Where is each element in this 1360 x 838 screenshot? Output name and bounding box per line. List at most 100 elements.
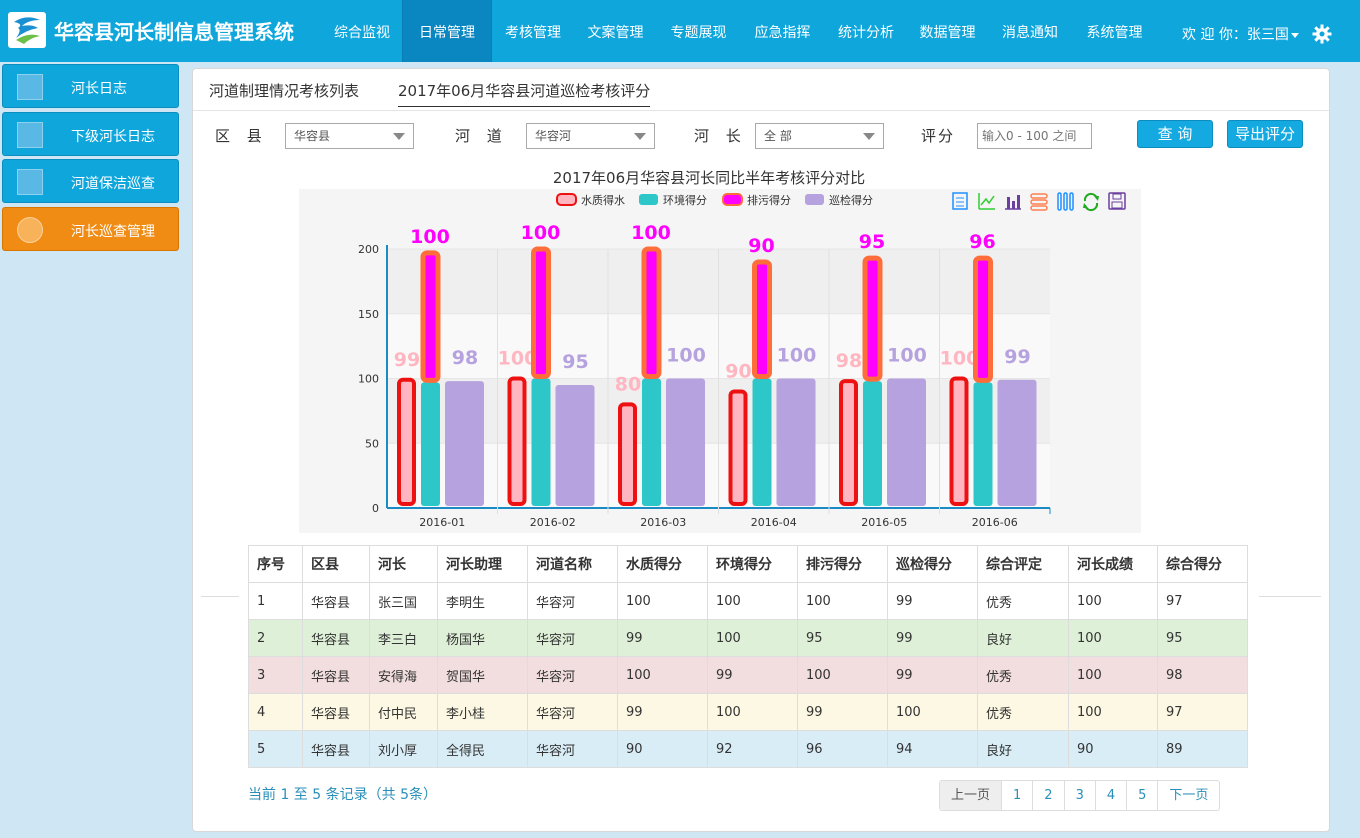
score-input[interactable] <box>977 123 1092 149</box>
nav-item-statistics[interactable]: 统计分析 <box>838 25 894 41</box>
top-bar: 华容县河长制信息管理系统 综合监视 日常管理 考核管理 文案管理 专题展现 应急… <box>0 0 1360 62</box>
legend-swatch <box>639 194 658 205</box>
page-number-button[interactable]: 1 <box>1002 781 1034 810</box>
data-label-pollution: 95 <box>859 231 885 253</box>
user-menu[interactable]: 欢 迎 你：张三国 <box>1182 24 1299 44</box>
page-number-button[interactable]: 5 <box>1127 781 1159 810</box>
table-cell: 付中民 <box>369 693 438 731</box>
x-tick-label: 2016-02 <box>530 516 576 529</box>
bar-patrol <box>666 378 705 506</box>
table-cell: 100 <box>1068 693 1158 731</box>
restore-icon[interactable] <box>1083 192 1099 212</box>
column-header: 区县 <box>302 545 370 583</box>
table-cell: 100 <box>887 693 978 731</box>
y-tick-label: 100 <box>358 373 379 386</box>
column-header: 河长 <box>369 545 438 583</box>
nav-item-system[interactable]: 系统管理 <box>1086 25 1143 41</box>
data-label-pollution: 100 <box>521 222 561 244</box>
nav-item-messages[interactable]: 消息通知 <box>1002 25 1058 41</box>
sidebar-item-sub-chief-log[interactable]: 下级河长日志 <box>2 112 179 156</box>
nav-item-monitor[interactable]: 综合监视 <box>334 25 390 41</box>
query-button[interactable]: 查 询 <box>1137 120 1213 148</box>
prev-page-button[interactable]: 上一页 <box>940 781 1003 810</box>
next-page-button[interactable]: 下一页 <box>1169 788 1209 803</box>
y-tick-label: 200 <box>358 243 379 256</box>
table-cell: 杨国华 <box>437 619 528 657</box>
table-row[interactable]: 3 华容县 安得海 贺国华 华容河 100 99 100 99 优秀 100 98 <box>248 656 1248 694</box>
table-cell: 95 <box>1157 619 1248 657</box>
table-row[interactable]: 2 华容县 李三白 杨国华 华容河 99 100 95 99 良好 100 95 <box>248 619 1248 657</box>
score-table: 序号 区县 河长 河长助理 河道名称 水质得分 环境得分 排污得分 巡检得分 综合评定 河长成绩 综合… <box>248 545 1248 768</box>
sidebar-item-patrol-management[interactable]: 河长巡查管理 <box>2 207 179 251</box>
bar-environment <box>531 378 551 506</box>
nav-item-data[interactable]: 数据管理 <box>919 25 976 41</box>
table-cell: 4 <box>248 693 303 731</box>
table-cell: 华容河 <box>527 619 618 657</box>
column-header: 巡检得分 <box>887 545 978 583</box>
data-label-water-quality: 100 <box>940 348 980 370</box>
nav-item-daily[interactable]: 日常管理 <box>402 0 492 62</box>
chief-select[interactable]: 全 部 <box>755 123 884 149</box>
table-cell: 华容河 <box>527 582 618 620</box>
table-cell: 优秀 <box>977 693 1069 731</box>
table-cell: 华容河 <box>527 693 618 731</box>
nav-item-documents[interactable]: 文案管理 <box>587 25 644 41</box>
table-cell: 99 <box>617 619 708 657</box>
table-cell: 100 <box>617 656 708 694</box>
bar-environment <box>973 382 993 506</box>
county-select[interactable]: 华容县 <box>285 123 414 149</box>
tiled-icon[interactable] <box>1057 192 1074 211</box>
tab-assessment-list[interactable]: 河道制理情况考核列表 <box>209 82 360 100</box>
page-number-button[interactable]: 2 <box>1033 781 1065 810</box>
nav-item-topics[interactable]: 专题展现 <box>670 25 727 41</box>
export-score-button[interactable]: 导出评分 <box>1227 120 1303 148</box>
table-cell: 李明生 <box>437 582 528 620</box>
page-number-button[interactable]: 3 <box>1065 781 1096 810</box>
tab-bar: 河道制理情况考核列表 2017年06月华容县河道巡检考核评分 <box>193 69 1329 111</box>
x-tick-label: 2016-06 <box>972 516 1018 529</box>
river-value: 华容河 <box>535 129 572 143</box>
main-panel: 河道制理情况考核列表 2017年06月华容县河道巡检考核评分 区 县 华容县 河… <box>192 68 1330 832</box>
table-row[interactable]: 4 华容县 付中民 李小桂 华容河 99 100 99 100 优秀 100 97 <box>248 693 1248 731</box>
data-label-water-quality: 90 <box>725 360 751 382</box>
data-label-patrol: 100 <box>666 345 706 367</box>
table-cell: 100 <box>1068 582 1158 620</box>
page-number-button[interactable]: 4 <box>1096 781 1128 810</box>
nav-item-assessment[interactable]: 考核管理 <box>505 25 561 41</box>
sidebar-item-chief-log[interactable]: 河长日志 <box>2 64 179 108</box>
column-header: 河长助理 <box>437 545 528 583</box>
nav-item-emergency[interactable]: 应急指挥 <box>754 25 811 41</box>
bar-chart-icon[interactable] <box>1005 195 1021 210</box>
bar-pollution <box>420 250 441 383</box>
bar-water-quality <box>728 389 748 506</box>
table-cell: 98 <box>1157 656 1248 694</box>
y-tick-label: 50 <box>365 437 379 450</box>
table-cell: 优秀 <box>977 582 1069 620</box>
table-cell: 华容县 <box>302 693 370 731</box>
column-header: 序号 <box>248 545 303 583</box>
line-chart-icon[interactable] <box>978 193 995 210</box>
data-view-icon[interactable] <box>952 192 968 210</box>
table-cell: 优秀 <box>977 656 1069 694</box>
bar-pollution <box>752 259 772 379</box>
book-icon <box>17 169 43 195</box>
county-label: 区 县 <box>215 127 268 145</box>
main-nav: 综合监视 日常管理 考核管理 文案管理 专题展现 应急指挥 统计分析 数据管理 … <box>322 0 1157 62</box>
system-title: 华容县河长制信息管理系统 <box>54 20 294 44</box>
data-label-water-quality: 98 <box>836 350 862 372</box>
tab-patrol-score[interactable]: 2017年06月华容县河道巡检考核评分 <box>398 80 651 107</box>
table-row[interactable]: 1 华容县 张三国 李明生 华容河 100 100 100 99 优秀 100 97 <box>248 582 1248 620</box>
x-tick-label: 2016-03 <box>640 516 686 529</box>
table-cell: 2 <box>248 619 303 657</box>
table-row[interactable]: 5 华容县 刘小厚 全得民 华容河 90 92 96 94 良好 90 89 <box>248 730 1248 768</box>
sidebar-item-river-cleaning[interactable]: 河道保洁巡查 <box>2 159 179 203</box>
sidebar: 河长日志 下级河长日志 河道保洁巡查 河长巡查管理 <box>0 62 186 838</box>
chart-title: 2017年06月华容县河长同比半年考核评分对比 <box>505 167 913 188</box>
column-header: 河长成绩 <box>1068 545 1158 583</box>
gear-icon[interactable] <box>1312 24 1332 44</box>
river-select[interactable]: 华容河 <box>526 123 655 149</box>
save-image-icon[interactable] <box>1108 192 1126 210</box>
county-value: 华容县 <box>294 129 331 143</box>
stack-icon[interactable] <box>1030 193 1048 211</box>
x-tick-label: 2016-05 <box>861 516 907 529</box>
